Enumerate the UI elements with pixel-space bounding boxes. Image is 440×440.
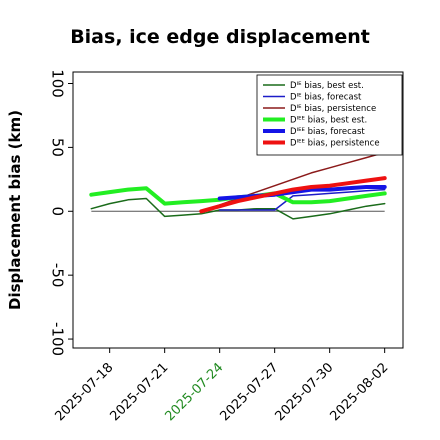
y-axis-label: Displacement bias (km) bbox=[6, 110, 24, 310]
series-line-6 bbox=[199, 176, 387, 214]
x-tick-label: 2025-07-30 bbox=[272, 360, 336, 424]
y-tick-label: 0 bbox=[49, 207, 67, 217]
y-tick-label: -100 bbox=[49, 322, 67, 356]
x-tick-label: 2025-07-18 bbox=[52, 360, 116, 424]
legend-label: Dᴵᴱ bias, persistence bbox=[290, 104, 376, 114]
x-axis: 2025-07-182025-07-212025-07-242025-07-27… bbox=[52, 348, 391, 424]
legend-label: Dᴵᴱᴱ bias, persistence bbox=[290, 139, 380, 149]
series-line-2 bbox=[218, 188, 386, 211]
legend-label: Dᴵᴱᴱ bias, forecast bbox=[290, 127, 365, 137]
chart-title: Bias, ice edge displacement bbox=[70, 26, 370, 48]
legend-label: Dᴵᴱ bias, forecast bbox=[290, 93, 362, 103]
legend-label: Dᴵᴱᴱ bias, best est. bbox=[290, 116, 367, 126]
legend-label: Dᴵᴱ bias, best est. bbox=[290, 81, 364, 91]
legend: Dᴵᴱ bias, best est.Dᴵᴱ bias, forecastDᴵᴱ… bbox=[256, 74, 403, 156]
y-tick-label: 50 bbox=[49, 138, 67, 157]
x-tick-label: 2025-07-27 bbox=[217, 360, 281, 424]
series-line-3 bbox=[200, 151, 386, 213]
plot-frame bbox=[72, 71, 404, 349]
series-layer bbox=[89, 151, 387, 220]
x-tick-label: 2025-07-21 bbox=[107, 360, 171, 424]
y-axis: 100 50 0 -50 -100 bbox=[49, 69, 73, 356]
y-tick-label: -50 bbox=[49, 263, 67, 288]
x-tick-label: 2025-07-24 bbox=[162, 360, 226, 424]
y-tick-label: 100 bbox=[49, 69, 67, 98]
x-tick-label: 2025-08-02 bbox=[327, 360, 391, 424]
series-line-5 bbox=[217, 185, 387, 201]
